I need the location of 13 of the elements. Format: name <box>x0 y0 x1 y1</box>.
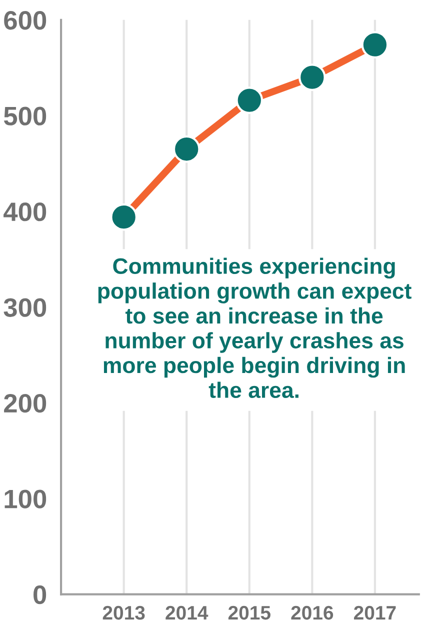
y-tick-label: 500 <box>4 106 46 126</box>
x-tick-label: 2013 <box>102 606 145 620</box>
x-tick-label: 2016 <box>291 606 334 620</box>
y-tick-label: 600 <box>4 11 46 30</box>
x-tick-label: 2014 <box>166 606 208 620</box>
y-tick-label: 100 <box>4 490 46 508</box>
x-tick-label: 2015 <box>228 606 270 620</box>
y-tick-label: 300 <box>4 298 46 317</box>
x-tick-label: 2017 <box>354 606 396 620</box>
y-tick-label: 200 <box>4 394 46 413</box>
y-tick-label: 400 <box>4 202 46 222</box>
y-tick-label: 0 <box>34 585 46 604</box>
annotation: Communities experiencing population growth can expect to see an increase in the number of yearly crashes as more people begin driving in the area. <box>98 258 412 398</box>
